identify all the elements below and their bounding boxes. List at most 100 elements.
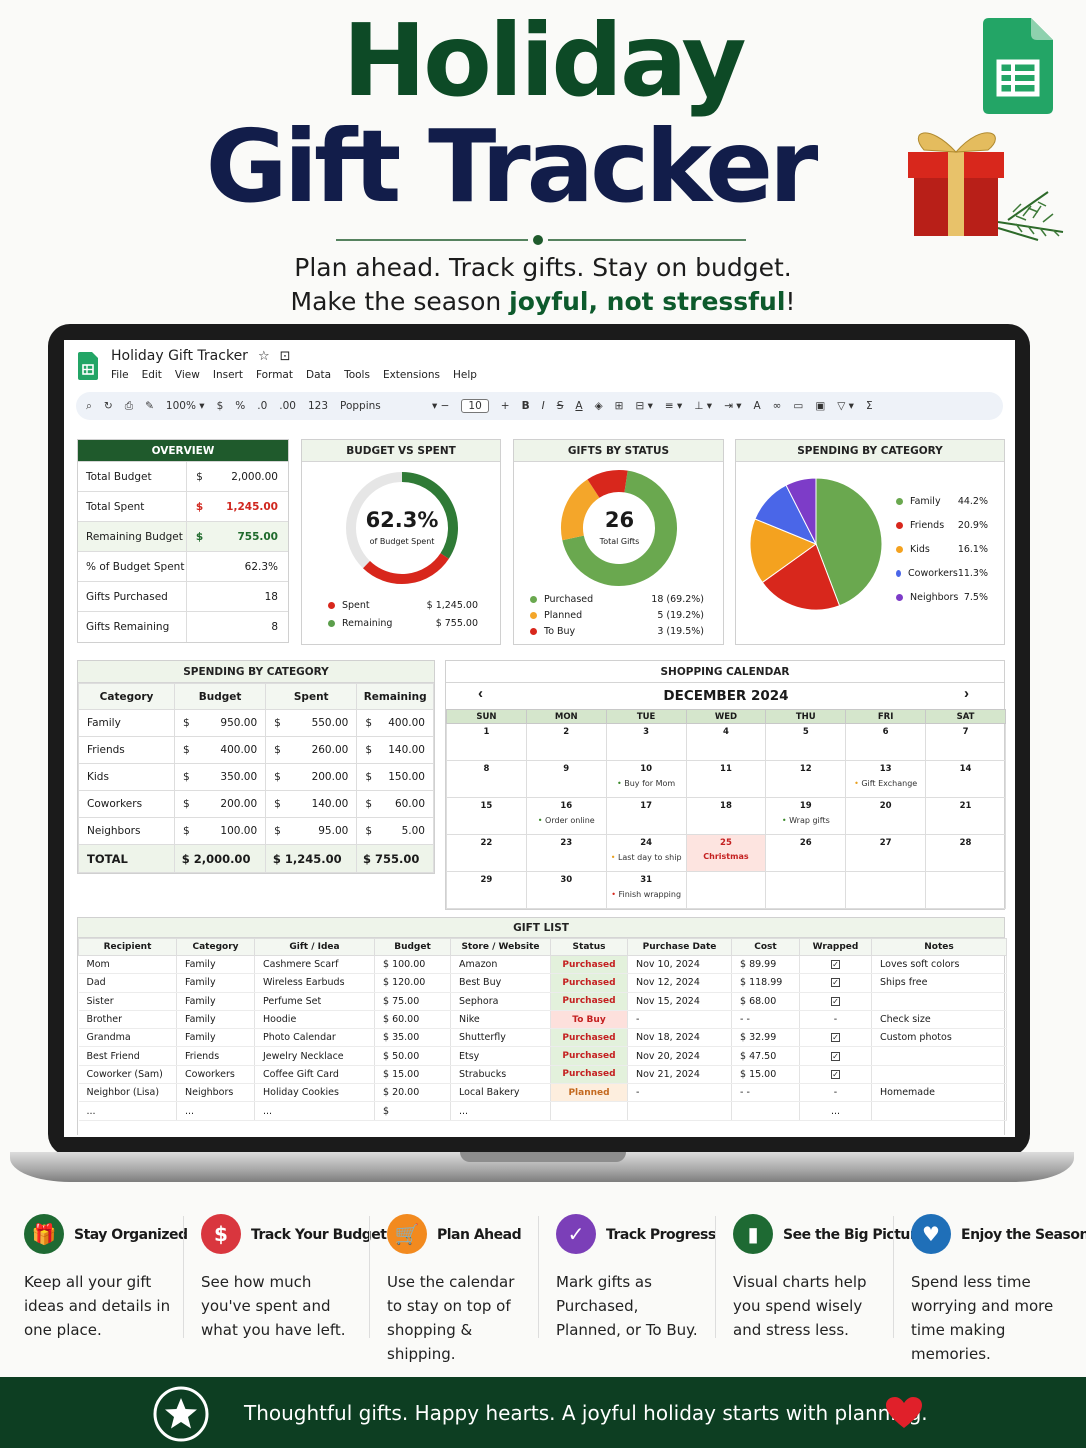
cell-total[interactable]: $ 2,000.00 [173, 844, 267, 873]
wrapped-checkbox[interactable]: ✓ [799, 973, 872, 993]
gift-cell[interactable]: Family [176, 955, 255, 975]
wrapped-checkbox[interactable]: ✓ [799, 1028, 872, 1048]
gift-list-header[interactable]: Wrapped [799, 938, 872, 956]
gift-cell[interactable]: Family [176, 973, 255, 993]
gift-cell[interactable]: $ 15.00 [731, 1065, 800, 1085]
gift-cell[interactable] [871, 1101, 1007, 1121]
overview-row[interactable]: Total Budget $2,000.00 [78, 462, 288, 492]
fill-color-icon[interactable]: ◈ [594, 400, 603, 412]
gift-cell[interactable] [871, 992, 1007, 1011]
calendar-day[interactable] [685, 871, 767, 909]
menu-data[interactable]: Data [305, 369, 332, 381]
calendar-day[interactable] [765, 871, 847, 909]
calendar-day[interactable]: 23 [525, 834, 607, 872]
font-select[interactable]: Poppins [340, 400, 381, 412]
calendar-day[interactable]: 17 [605, 797, 687, 835]
gift-cell[interactable]: Amazon [450, 955, 551, 975]
gift-cell[interactable]: Nov 15, 2024 [627, 992, 732, 1011]
cell-category[interactable]: Friends [78, 736, 175, 764]
gift-cell[interactable]: $ 32.99 [731, 1028, 800, 1048]
gift-cell[interactable]: $ 15.00 [374, 1065, 451, 1085]
gift-cell[interactable]: Grandma [78, 1028, 177, 1048]
gift-cell[interactable]: - - [731, 1010, 800, 1030]
menu-tools[interactable]: Tools [344, 369, 370, 381]
gift-list-header[interactable]: Notes [871, 938, 1007, 956]
wrap-icon[interactable]: ⇥ ▾ [724, 400, 742, 412]
gift-cell[interactable]: Perfume Set [254, 992, 375, 1011]
calendar-day[interactable]: 2 [525, 723, 607, 761]
gift-cell[interactable]: Cashmere Scarf [254, 955, 375, 975]
gift-cell[interactable]: ... [176, 1101, 255, 1121]
calendar-day[interactable]: 12 [765, 760, 847, 798]
align-icon[interactable]: ≡ ▾ [664, 400, 683, 412]
gift-cell[interactable]: $ 89.99 [731, 955, 800, 975]
table-row[interactable]: ......... $...... [78, 1101, 1007, 1121]
calendar-day[interactable]: 13 • Gift Exchange [845, 760, 927, 798]
status-badge[interactable]: Purchased [550, 992, 628, 1011]
cell-amount[interactable]: $95.00 [265, 817, 358, 845]
gift-list-header[interactable]: Budget [374, 938, 451, 956]
font-size-decrease[interactable]: ▾ − [432, 400, 450, 412]
percent-button[interactable]: % [235, 400, 246, 412]
gift-cell[interactable]: Coworkers [176, 1065, 255, 1085]
status-badge[interactable]: Purchased [550, 1065, 628, 1085]
gift-cell[interactable]: Best Friend [78, 1046, 177, 1066]
gift-cell[interactable]: $ 118.99 [731, 973, 800, 993]
gift-cell[interactable]: Family [176, 1028, 255, 1048]
overview-row[interactable]: Gifts Purchased 18 [78, 582, 288, 612]
menu-insert[interactable]: Insert [212, 369, 243, 381]
cell-amount[interactable]: $400.00 [356, 709, 434, 737]
status-badge[interactable]: Planned [550, 1083, 628, 1103]
gift-cell[interactable]: $ 75.00 [374, 992, 451, 1011]
calendar-day[interactable]: 20 [845, 797, 927, 835]
gift-cell[interactable]: Local Bakery [450, 1083, 551, 1103]
cell-amount[interactable]: $550.00 [265, 709, 358, 737]
gift-cell[interactable]: $ 20.00 [374, 1083, 451, 1103]
currency-button[interactable]: $ [216, 400, 224, 412]
strikethrough-button[interactable]: S [556, 400, 564, 412]
gift-cell[interactable]: $ 47.50 [731, 1046, 800, 1066]
cell-amount[interactable]: $200.00 [173, 790, 267, 818]
number-format-button[interactable]: 123 [307, 400, 329, 412]
gift-cell[interactable]: Family [176, 992, 255, 1011]
table-row[interactable]: Best Friend Friends Jewelry Necklace $ 50.0… [78, 1046, 1007, 1066]
wrapped-checkbox[interactable]: - [799, 1010, 872, 1030]
calendar-day[interactable]: 16 • Order online [525, 797, 607, 835]
wrapped-checkbox[interactable]: ✓ [799, 1046, 872, 1066]
calendar-day[interactable]: 7 [925, 723, 1006, 761]
table-row[interactable]: Sister Family Perfume Set $ 75.00 Sephora Pur… [78, 992, 1007, 1011]
gift-cell[interactable]: $ 50.00 [374, 1046, 451, 1066]
search-icon[interactable]: ⌕ [86, 399, 92, 412]
gift-cell[interactable]: Custom photos [871, 1028, 1007, 1048]
wrapped-checkbox[interactable]: ✓ [799, 955, 872, 975]
font-size-increase[interactable]: + [500, 400, 510, 412]
table-row[interactable]: Neighbor (Lisa) Neighbors Holiday Cookies $… [78, 1083, 1007, 1103]
cell-category[interactable]: Family [78, 709, 175, 737]
gift-cell[interactable]: Check size [871, 1010, 1007, 1030]
rotate-icon[interactable]: A [753, 400, 761, 412]
gift-cell[interactable] [627, 1101, 732, 1121]
overview-row[interactable]: Total Spent $1,245.00 [78, 492, 288, 522]
cell-amount[interactable]: $150.00 [356, 763, 434, 791]
cell-amount[interactable]: $140.00 [356, 736, 434, 764]
cell-total[interactable]: $ 1,245.00 [265, 844, 358, 873]
table-row[interactable]: Coworker (Sam) Coworkers Coffee Gift Card $… [78, 1065, 1007, 1085]
cell-amount[interactable]: $950.00 [173, 709, 267, 737]
gift-cell[interactable]: Sister [78, 992, 177, 1011]
header-spent[interactable]: Spent [265, 683, 358, 710]
menu-extensions[interactable]: Extensions [382, 369, 440, 381]
calendar-day[interactable]: 5 [765, 723, 847, 761]
gift-list-header[interactable]: Gift / Idea [254, 938, 375, 956]
redo-icon[interactable]: ↻ [103, 400, 113, 412]
text-color-button[interactable]: A [575, 400, 583, 412]
header-remaining[interactable]: Remaining [356, 683, 434, 710]
cell-amount[interactable]: $350.00 [173, 763, 267, 791]
gift-cell[interactable]: ... [78, 1101, 177, 1121]
gift-cell[interactable] [731, 1101, 800, 1121]
gift-cell[interactable]: Ships free [871, 973, 1007, 993]
calendar-day[interactable]: 24 • Last day to ship [605, 834, 687, 872]
wrapped-checkbox[interactable]: ... [799, 1101, 872, 1121]
gift-cell[interactable]: Wireless Earbuds [254, 973, 375, 993]
calendar-day[interactable]: 1 [446, 723, 527, 761]
calendar-day[interactable]: 4 [685, 723, 767, 761]
